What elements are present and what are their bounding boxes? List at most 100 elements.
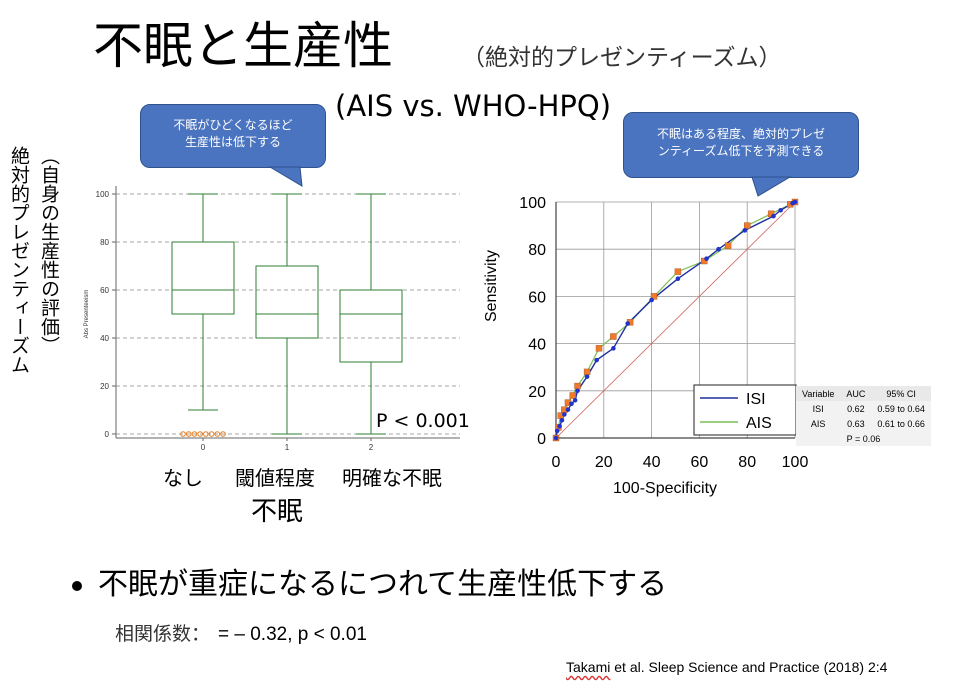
roc-xlabel: 100-Specificity [613,480,718,497]
roc-isi-point [594,357,599,363]
box-outlier [203,431,209,437]
roc-y-tick-label: 0 [537,431,546,448]
roc-legend-ais-label: AIS [746,415,772,432]
bullet-text: 不眠が重症になるにつれて生産性低下する [98,567,668,602]
roc-ais-point [674,268,682,275]
roc-isi-point [704,256,709,261]
roc-legend-isi-label: ISI [746,391,766,408]
box-inner-ylabel: Abs Presenteeism [84,290,90,339]
box-y-tick-label: 40 [100,334,109,343]
auc-table-row: ISI 0.62 0.59 to 0.64 [796,401,931,416]
roc-isi-point [771,213,776,219]
bullet-dot-icon [72,580,82,591]
roc-ais-point [583,368,591,376]
box-iqr [255,265,319,339]
roc-isi-point [675,276,681,282]
callout-left: 不眠がひどくなるほど 生産性は低下する [140,104,326,168]
box-y-tick-label: 60 [100,286,109,295]
roc-isi-point [553,435,559,441]
box-category-clear: 明確な不眠 [342,466,442,490]
auc-table: Variable AUC 95% CI ISI 0.62 0.59 to 0.6… [796,386,931,446]
auc-header-auc: AUC [840,386,872,401]
roc-ais-point [650,293,658,300]
auc-cell: 0.63 [847,418,865,429]
roc-ylabel-wrap: Sensitivity [483,250,513,370]
roc-x-tick-label: 0 [552,454,561,471]
roc-ais-point [767,210,775,218]
box-ylabel: 絶対的プレゼンティーズム （自身の生産性の評価） [4,146,62,436]
correlation-label: 相関係数： [115,623,211,645]
roc-isi-point [625,321,630,326]
box-outlier [214,431,221,437]
roc-isi-point [559,418,565,423]
auc-header-variable: Variable [796,386,841,401]
box-outlier [185,431,192,437]
auc-cell: 0.62 [847,403,865,414]
auc-cell: 0.61 to 0.66 [877,418,925,429]
auc-cell: 0.59 to 0.64 [877,403,925,414]
auc-header-ci: 95% CI [871,386,931,401]
box-plot: 0 20 40 60 80 100 Abs Presenteeism 0 1 2 [84,186,460,452]
roc-y-tick-label: 80 [528,242,546,259]
slide-title-line2: (AIS vs. WHO-HPQ) [335,89,612,123]
auc-table-header: Variable AUC 95% CI [796,386,931,401]
box-y-tick-label: 20 [100,382,109,391]
box-y-tick-label: 80 [100,238,109,247]
roc-isi-point [557,423,562,429]
roc-y-tick-label: 40 [528,337,546,354]
auc-table-footer: P = 0.06 [796,431,931,446]
box-category-none: なし [163,466,203,490]
roc-x-tick-label: 60 [691,454,709,471]
box-category-threshold: 閾値程度 [235,466,315,490]
correlation-value: = – 0.32, p < 0.01 [218,624,367,645]
roc-isi-point [562,412,567,417]
box-y-tick-label: 0 [105,430,110,439]
roc-x-tick-label: 100 [782,454,809,471]
box-outlier [208,431,215,437]
box-pvalue: P < 0.001 [376,410,470,432]
roc-y-tick-label: 100 [519,195,546,212]
callout-left-line-1: 不眠がひどくなるほど [173,118,293,132]
auc-footer: P = 0.06 [846,433,881,444]
roc-isi-point [611,346,616,351]
roc-ais-point [724,242,732,249]
box-outlier [191,431,198,437]
box-iqr [339,289,403,363]
roc-isi-point [572,397,578,403]
citation: Takami et al. Sleep Science and Practice… [566,659,887,675]
roc-diagonal [555,201,796,439]
callout-left-pointer [268,166,303,187]
box-iqr [171,241,235,315]
callout-right-line-2: ンティーズム低下を予測できる [657,144,825,158]
slide-title: 不眠と生産性 [93,17,393,75]
box-outlier [220,431,226,437]
roc-x-tick-label: 80 [738,454,756,471]
roc-isi-point [575,388,580,394]
auc-cell: AIS [810,418,826,429]
roc-ais-point [595,345,603,352]
roc-x-tick-label: 20 [595,454,613,471]
roc-legend-box [693,384,797,436]
roc-y-tick-label: 20 [528,384,546,401]
roc-isi-point [584,374,590,379]
box-outlier [180,431,186,437]
auc-cell: ISI [812,403,824,414]
box-x-tick-label: 1 [285,443,290,452]
roc-ais-point [744,222,751,229]
box-ylabel-line-2: （自身の生産性の評価） [38,146,60,355]
roc-isi-point [569,401,574,407]
roc-ylabel: Sensitivity [483,250,500,323]
callout-right-pointer [751,176,792,197]
box-ylabel-line-1: 絶対的プレゼンティーズム [8,146,30,374]
citation-author: Takami [566,659,611,675]
roc-isi-point [716,246,721,252]
roc-legend: ISI AIS [693,384,797,436]
roc-isi-point [792,199,798,205]
roc-isi-point [742,228,748,233]
slide-subtitle: （絶対的プレゼンティーズム） [462,45,782,71]
roc-ais-point [569,392,576,399]
roc-x-tick-label: 40 [643,454,661,471]
box-outlier [197,431,203,437]
roc-isi-point [554,428,560,434]
